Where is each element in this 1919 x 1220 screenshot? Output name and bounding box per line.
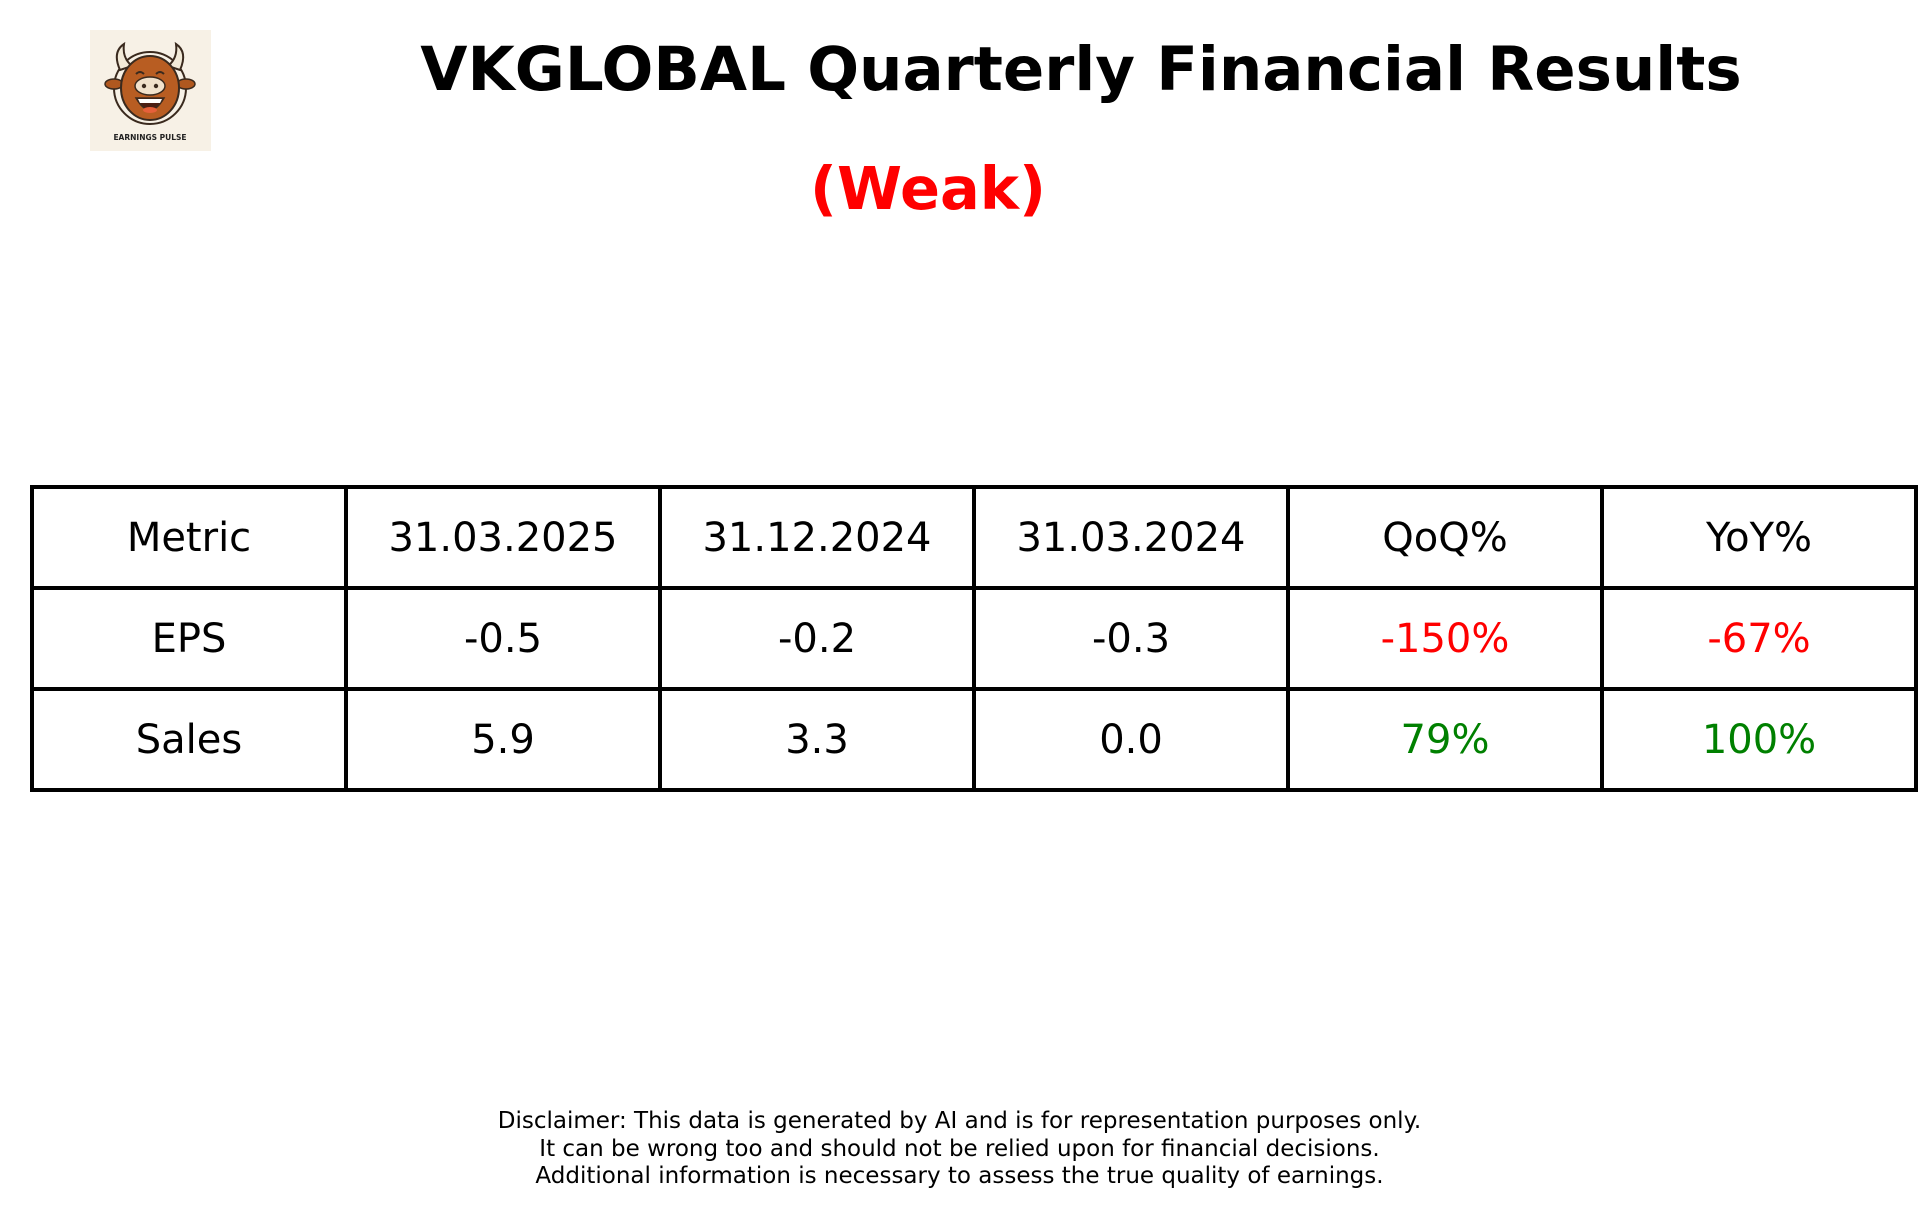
svg-text:EARNINGS PULSE: EARNINGS PULSE [113, 133, 186, 142]
value-cell: -0.5 [344, 586, 662, 691]
qoq-change-cell: 79% [1286, 687, 1604, 792]
page-title: VKGLOBAL Quarterly Financial Results [420, 34, 1742, 105]
column-header-yoy: YoY% [1600, 485, 1918, 590]
column-header-q2: 31.12.2024 [658, 485, 976, 590]
disclaimer-line: It can be wrong too and should not be re… [539, 1135, 1380, 1162]
value-cell: 3.3 [658, 687, 976, 792]
metric-cell: EPS [30, 586, 348, 691]
column-header-qoq: QoQ% [1286, 485, 1604, 590]
value-cell: -0.3 [972, 586, 1290, 691]
column-header-metric: Metric [30, 485, 348, 590]
yoy-change-cell: -67% [1600, 586, 1918, 691]
value-cell: 0.0 [972, 687, 1290, 792]
table-row-sales: Sales 5.9 3.3 0.0 79% 100% [30, 687, 1918, 792]
column-header-q3: 31.03.2024 [972, 485, 1290, 590]
verdict-label: (Weak) [810, 154, 1046, 223]
value-cell: 5.9 [344, 687, 662, 792]
bull-mascot-icon: EARNINGS PULSE [104, 41, 196, 142]
earnings-pulse-logo: EARNINGS PULSE [90, 30, 211, 151]
column-header-q1: 31.03.2025 [344, 485, 662, 590]
yoy-change-cell: 100% [1600, 687, 1918, 792]
disclaimer-line: Additional information is necessary to a… [535, 1163, 1384, 1189]
qoq-change-cell: -150% [1286, 586, 1604, 691]
value-cell: -0.2 [658, 586, 976, 691]
results-table: Metric 31.03.2025 31.12.2024 31.03.2024 … [30, 485, 1918, 792]
metric-cell: Sales [30, 687, 348, 792]
disclaimer-line: Disclaimer: This data is generated by AI… [497, 1108, 1422, 1134]
table-header-row: Metric 31.03.2025 31.12.2024 31.03.2024 … [30, 485, 1918, 590]
table-row-eps: EPS -0.5 -0.2 -0.3 -150% -67% [30, 586, 1918, 691]
disclaimer: Disclaimer: This data is generated by AI… [0, 1108, 1919, 1191]
